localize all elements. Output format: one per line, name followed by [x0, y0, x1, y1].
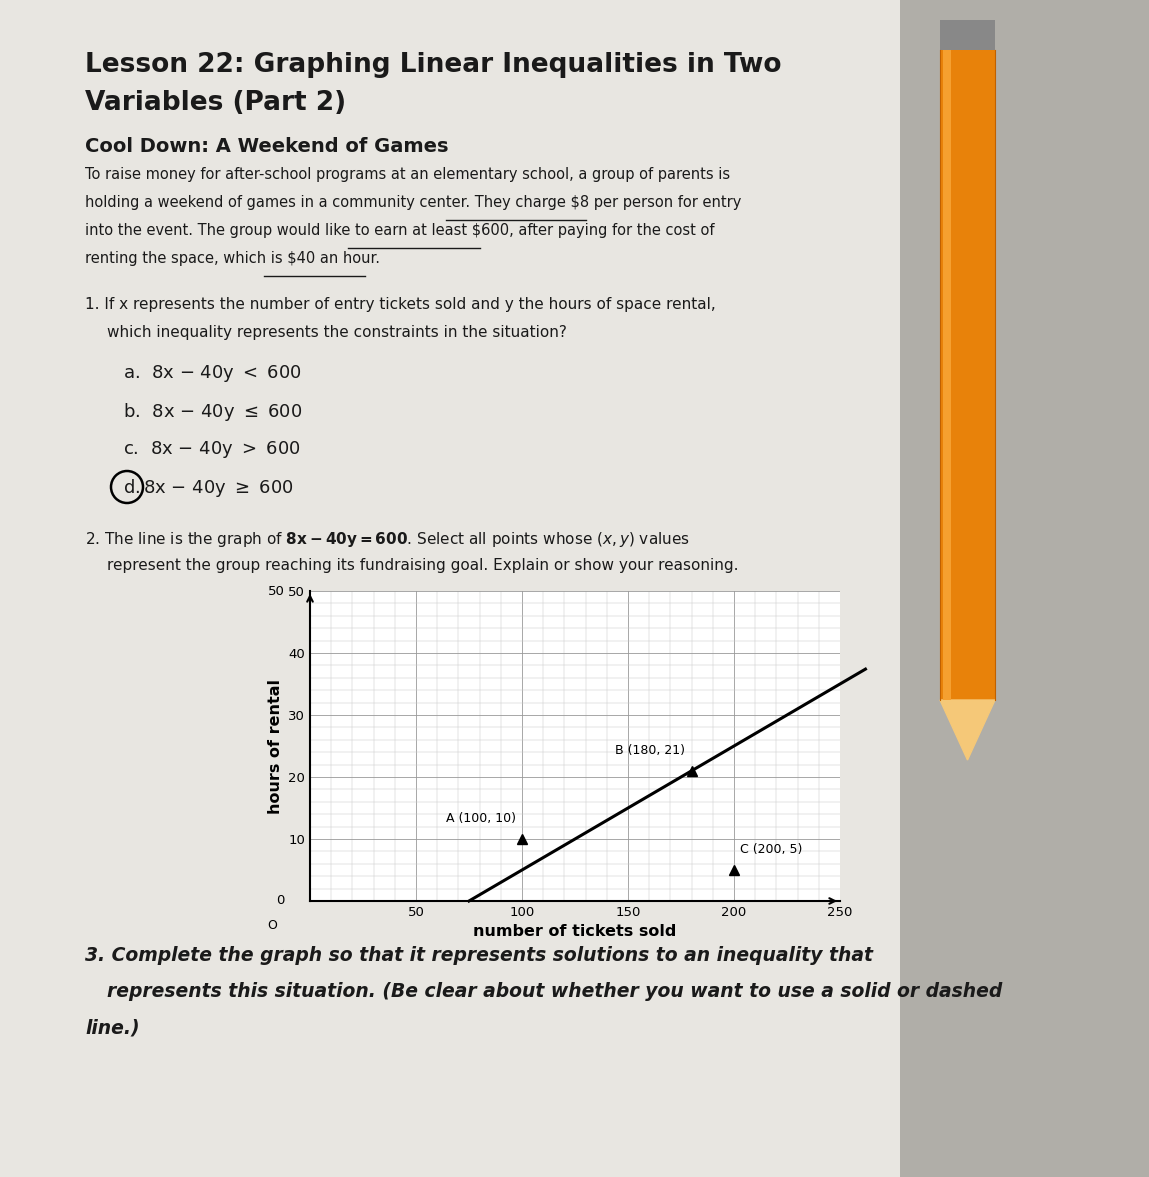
FancyBboxPatch shape — [940, 49, 995, 700]
Text: holding a weekend of games in a community center. They charge $8 per person for : holding a weekend of games in a communit… — [85, 195, 741, 210]
Text: represents this situation. (Be clear about whether you want to use a solid or da: represents this situation. (Be clear abo… — [107, 982, 1002, 1000]
Text: A (100, 10): A (100, 10) — [446, 812, 516, 825]
Text: represent the group reaching its fundraising goal. Explain or show your reasonin: represent the group reaching its fundrai… — [107, 558, 739, 573]
Y-axis label: hours of rental: hours of rental — [268, 678, 283, 813]
X-axis label: number of tickets sold: number of tickets sold — [473, 924, 677, 939]
Polygon shape — [940, 700, 995, 760]
Text: Variables (Part 2): Variables (Part 2) — [85, 89, 346, 117]
Text: B (180, 21): B (180, 21) — [615, 744, 685, 757]
Text: 0: 0 — [276, 895, 285, 907]
Text: line.): line.) — [85, 1018, 140, 1037]
Text: b.  8x $-$ 40y $\leq$ 600: b. 8x $-$ 40y $\leq$ 600 — [123, 401, 302, 423]
Text: Lesson 22: Graphing Linear Inequalities in Two: Lesson 22: Graphing Linear Inequalities … — [85, 52, 781, 78]
Text: which inequality represents the constraints in the situation?: which inequality represents the constrai… — [107, 325, 566, 340]
Text: To raise money for after-school programs at an elementary school, a group of par: To raise money for after-school programs… — [85, 167, 730, 182]
Text: 50: 50 — [268, 585, 285, 598]
Text: into the event. The group would like to earn at least $600, after paying for the: into the event. The group would like to … — [85, 222, 715, 238]
Text: Cool Down: A Weekend of Games: Cool Down: A Weekend of Games — [85, 137, 448, 157]
Text: c.  8x $-$ 40y $>$ 600: c. 8x $-$ 40y $>$ 600 — [123, 439, 301, 460]
Text: d.$\,$8x $-$ 40y $\geq$ 600: d.$\,$8x $-$ 40y $\geq$ 600 — [123, 477, 294, 499]
FancyBboxPatch shape — [0, 0, 980, 1177]
FancyBboxPatch shape — [900, 0, 1149, 1177]
Text: renting the space, which is $40 an hour.: renting the space, which is $40 an hour. — [85, 251, 380, 266]
FancyBboxPatch shape — [943, 49, 951, 700]
Text: 1. If x represents the number of entry tickets sold and y the hours of space ren: 1. If x represents the number of entry t… — [85, 297, 716, 312]
Text: 3. Complete the graph so that it represents solutions to an inequality that: 3. Complete the graph so that it represe… — [85, 946, 873, 965]
Text: 2. The line is the graph of $\mathbf{8x - 40y = 600}$. Select all points whose $: 2. The line is the graph of $\mathbf{8x … — [85, 530, 689, 548]
FancyBboxPatch shape — [940, 20, 995, 49]
Text: O: O — [267, 919, 277, 932]
Text: a.  8x $-$ 40y $<$ 600: a. 8x $-$ 40y $<$ 600 — [123, 363, 302, 384]
Text: C (200, 5): C (200, 5) — [740, 844, 803, 857]
